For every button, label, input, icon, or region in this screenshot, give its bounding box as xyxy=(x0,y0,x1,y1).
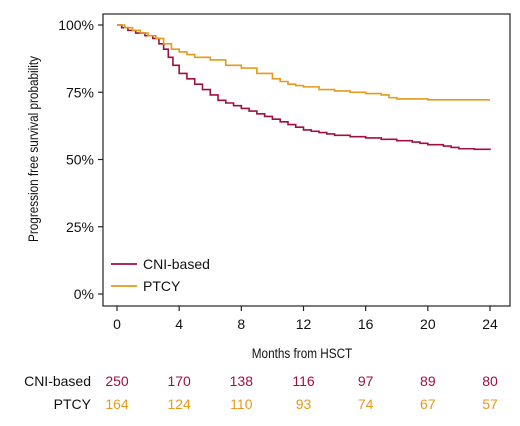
risk-value: 74 xyxy=(358,396,374,412)
risk-value: 97 xyxy=(358,373,374,389)
x-tick-label: 24 xyxy=(482,316,498,332)
risk-row-label: CNI-based xyxy=(24,373,91,389)
legend: CNI-based PTCY xyxy=(111,256,210,294)
risk-value: 116 xyxy=(292,373,315,389)
axes: 0% 25% 50% 75% 100% 0 4 8 12 16 20 24 Months from HS… xyxy=(25,13,511,361)
risk-value: 250 xyxy=(105,373,129,389)
x-tick-label: 12 xyxy=(296,316,312,332)
y-tick-label: 25% xyxy=(66,219,94,235)
y-tick-label: 0% xyxy=(74,286,94,302)
x-tick-label: 4 xyxy=(175,316,183,332)
series-line-ptcy xyxy=(117,24,490,101)
legend-label: PTCY xyxy=(143,278,181,294)
risk-value: 170 xyxy=(167,373,191,389)
risk-row-label: PTCY xyxy=(54,396,92,412)
risk-value: 80 xyxy=(482,373,498,389)
y-tick-label: 75% xyxy=(66,84,94,100)
risk-value: 67 xyxy=(420,396,436,412)
risk-value: 89 xyxy=(420,373,436,389)
y-axis-label: Progression free survival probability xyxy=(25,56,41,242)
risk-value: 124 xyxy=(167,396,191,412)
x-tick-label: 0 xyxy=(113,316,121,332)
x-tick-label: 16 xyxy=(358,316,374,332)
x-axis-label: Months from HSCT xyxy=(252,345,353,361)
x-tick-label: 20 xyxy=(420,316,436,332)
legend-label: CNI-based xyxy=(143,256,210,272)
y-tick-label: 100% xyxy=(58,17,94,33)
series-line-cni-based xyxy=(117,24,491,151)
y-tick-label: 50% xyxy=(66,152,94,168)
series-lines xyxy=(117,24,491,151)
risk-value: 110 xyxy=(230,396,253,412)
risk-value: 57 xyxy=(482,396,498,412)
risk-value: 138 xyxy=(230,373,254,389)
risk-value: 93 xyxy=(296,396,312,412)
risk-table: CNI-based 250 170 138 116 97 89 80 PTCY 164 124 110… xyxy=(24,373,498,412)
risk-value: 164 xyxy=(105,396,129,412)
x-tick-label: 8 xyxy=(237,316,245,332)
